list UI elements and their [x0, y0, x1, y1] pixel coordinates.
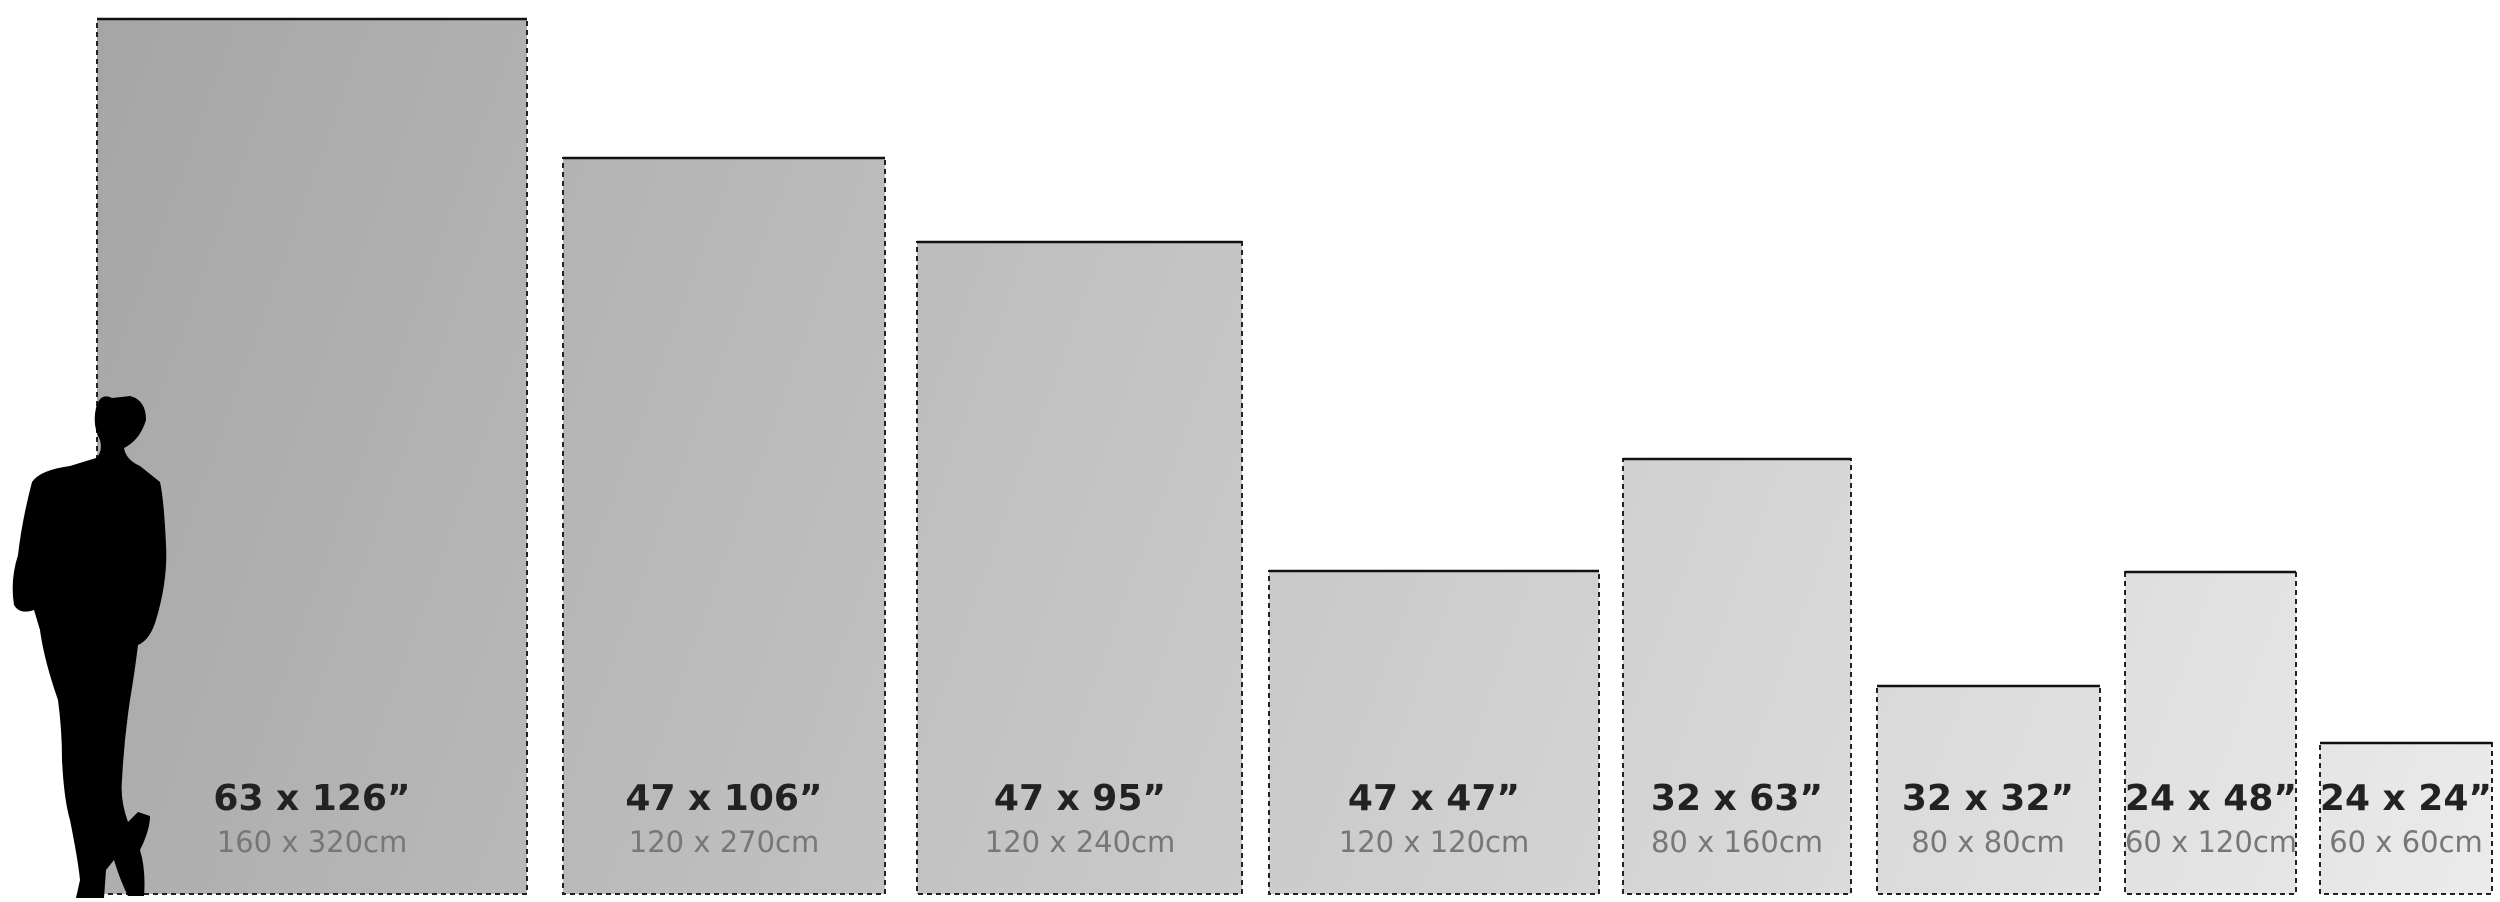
panel: 24 x 48” 60 x 120cm [2124, 570, 2297, 895]
panel: 47 x 95” 120 x 240cm [916, 240, 1243, 895]
size-cm: 160 x 320cm [217, 825, 408, 859]
size-inches: 47 x 95” [994, 778, 1166, 819]
size-cm: 60 x 60cm [2329, 825, 2483, 859]
size-cm: 80 x 160cm [1651, 825, 1823, 859]
size-inches: 24 x 24” [2320, 778, 2492, 819]
size-inches: 32 x 32” [1902, 778, 2074, 819]
size-inches: 24 x 48” [2125, 778, 2297, 819]
size-inches: 47 x 106” [625, 778, 822, 819]
size-cm: 80 x 80cm [1911, 825, 2065, 859]
panel: 47 x 106” 120 x 270cm [562, 156, 886, 895]
size-cm: 60 x 120cm [2125, 825, 2297, 859]
size-cm: 120 x 120cm [1339, 825, 1530, 859]
size-inches: 63 x 126” [213, 778, 410, 819]
panel: 47 x 47” 120 x 120cm [1268, 569, 1600, 895]
panel: 63 x 126” 160 x 320cm [96, 17, 528, 895]
size-cm: 120 x 240cm [985, 825, 1176, 859]
size-inches: 47 x 47” [1348, 778, 1520, 819]
panel: 32 x 32” 80 x 80cm [1876, 684, 2101, 895]
size-inches: 32 x 63” [1651, 778, 1823, 819]
size-cm: 120 x 270cm [629, 825, 820, 859]
panel: 24 x 24” 60 x 60cm [2319, 741, 2493, 895]
panel: 32 x 63” 80 x 160cm [1622, 457, 1852, 895]
person-silhouette [12, 396, 167, 898]
